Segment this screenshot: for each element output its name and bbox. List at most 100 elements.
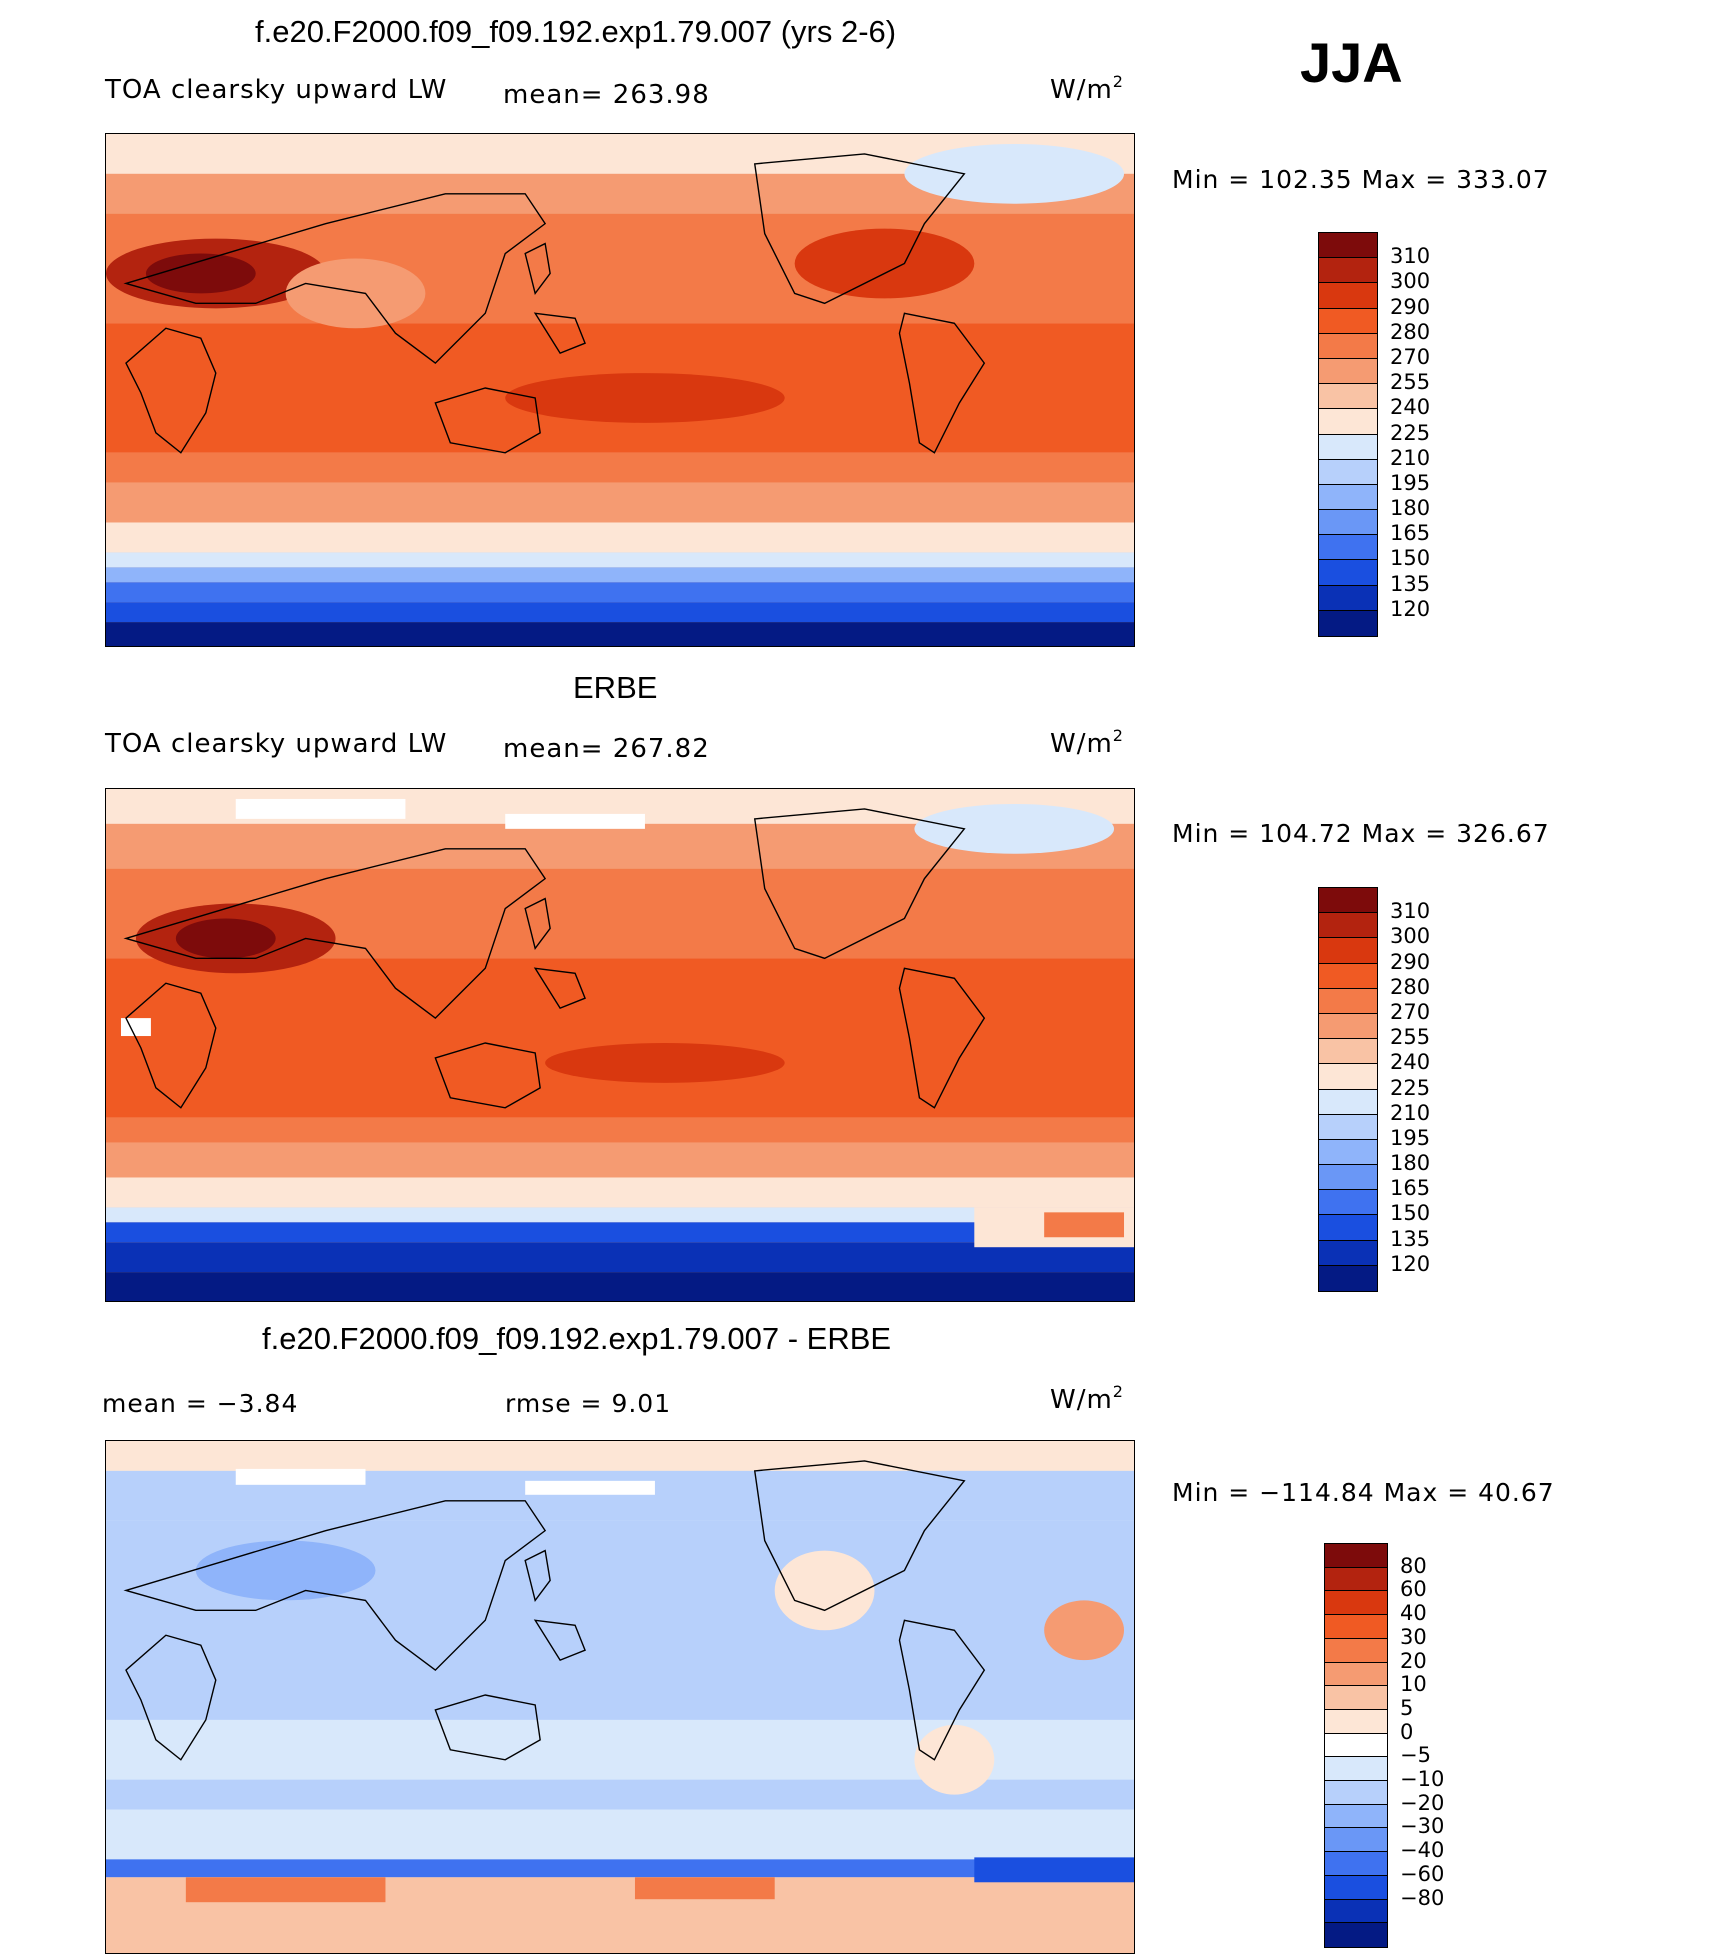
panel1-field-label: TOA clearsky upward LW bbox=[105, 75, 448, 105]
colorbar-tick-label: 120 bbox=[1390, 1251, 1431, 1276]
colorbar-tick-label: 60 bbox=[1400, 1577, 1427, 1602]
colorbar-tick-label: 255 bbox=[1390, 370, 1431, 395]
colorbar-tick-label: 195 bbox=[1390, 470, 1431, 495]
colorbar-segment bbox=[1325, 1544, 1387, 1568]
colorbar-tick-label: 225 bbox=[1390, 420, 1431, 445]
colorbar-tick-label: −40 bbox=[1400, 1838, 1445, 1863]
colorbar-tick-label: 210 bbox=[1390, 1100, 1431, 1125]
colorbar-tick-label: 290 bbox=[1390, 294, 1431, 319]
season-label: JJA bbox=[1300, 31, 1403, 94]
colorbar-tick-label: 300 bbox=[1390, 269, 1431, 294]
panel2-colorbar bbox=[1318, 887, 1378, 1292]
colorbar-tick-label: 240 bbox=[1390, 1050, 1431, 1075]
colorbar-tick-label: −30 bbox=[1400, 1814, 1445, 1839]
panel1-map bbox=[105, 133, 1135, 647]
colorbar-segment bbox=[1319, 1215, 1377, 1241]
colorbar-segment bbox=[1319, 1165, 1377, 1191]
colorbar-tick-label: 40 bbox=[1400, 1601, 1427, 1626]
colorbar-segment bbox=[1325, 1781, 1387, 1805]
panel2-map-canvas bbox=[106, 789, 1134, 1301]
colorbar-tick-label: 20 bbox=[1400, 1648, 1427, 1673]
colorbar-segment bbox=[1325, 1638, 1387, 1663]
colorbar-segment bbox=[1319, 913, 1377, 939]
colorbar-segment bbox=[1319, 988, 1377, 1014]
panel3-minmax: Min = −114.84 Max = 40.67 bbox=[1172, 1478, 1555, 1507]
panel3-map bbox=[105, 1440, 1135, 1954]
colorbar-segment bbox=[1319, 938, 1377, 964]
colorbar-segment bbox=[1325, 1804, 1387, 1829]
colorbar-tick-label: 255 bbox=[1390, 1025, 1431, 1050]
colorbar-segment bbox=[1325, 1828, 1387, 1853]
colorbar-tick-label: 310 bbox=[1390, 244, 1431, 269]
colorbar-segment bbox=[1319, 409, 1377, 435]
panel3-colorbar bbox=[1324, 1543, 1388, 1948]
colorbar-segment bbox=[1319, 233, 1377, 259]
colorbar-segment bbox=[1325, 1709, 1387, 1734]
colorbar-tick-label: −5 bbox=[1400, 1743, 1431, 1768]
panel2-minmax: Min = 104.72 Max = 326.67 bbox=[1172, 819, 1550, 848]
colorbar-segment bbox=[1319, 1265, 1377, 1291]
colorbar-tick-label: 165 bbox=[1390, 521, 1431, 546]
colorbar-tick-label: −60 bbox=[1400, 1861, 1445, 1886]
colorbar-segment bbox=[1319, 1064, 1377, 1090]
panel1-mean: mean= 263.98 bbox=[503, 80, 710, 110]
colorbar-segment bbox=[1325, 1852, 1387, 1876]
colorbar-tick-label: 150 bbox=[1390, 546, 1431, 571]
colorbar-segment bbox=[1319, 434, 1377, 460]
colorbar-segment bbox=[1325, 1591, 1387, 1616]
colorbar-tick-label: 310 bbox=[1390, 899, 1431, 924]
colorbar-tick-label: 135 bbox=[1390, 571, 1431, 596]
colorbar-segment bbox=[1319, 510, 1377, 536]
colorbar-segment bbox=[1319, 1240, 1377, 1266]
colorbar-segment bbox=[1319, 963, 1377, 989]
colorbar-tick-label: 30 bbox=[1400, 1624, 1427, 1649]
panel1-title: f.e20.F2000.f09_f09.192.exp1.79.007 (yrs… bbox=[255, 14, 897, 49]
colorbar-segment bbox=[1319, 1190, 1377, 1216]
panel1-map-canvas bbox=[106, 134, 1134, 646]
colorbar-segment bbox=[1319, 1139, 1377, 1166]
colorbar-segment bbox=[1319, 459, 1377, 485]
colorbar-segment bbox=[1319, 308, 1377, 334]
panel2-map bbox=[105, 788, 1135, 1302]
colorbar-segment bbox=[1325, 1686, 1387, 1710]
colorbar-tick-label: 225 bbox=[1390, 1075, 1431, 1100]
colorbar-tick-label: 80 bbox=[1400, 1553, 1427, 1578]
colorbar-tick-label: 0 bbox=[1400, 1719, 1414, 1744]
colorbar-segment bbox=[1319, 535, 1377, 561]
colorbar-segment bbox=[1319, 358, 1377, 385]
panel1-colorbar bbox=[1318, 232, 1378, 637]
colorbar-segment bbox=[1319, 384, 1377, 410]
panel2-mean: mean= 267.82 bbox=[503, 734, 710, 764]
colorbar-tick-label: 5 bbox=[1400, 1695, 1414, 1720]
colorbar-tick-label: 210 bbox=[1390, 445, 1431, 470]
colorbar-segment bbox=[1325, 1567, 1387, 1592]
colorbar-tick-label: 120 bbox=[1390, 596, 1431, 621]
colorbar-segment bbox=[1325, 1899, 1387, 1924]
colorbar-segment bbox=[1319, 484, 1377, 511]
panel2-title: ERBE bbox=[573, 670, 658, 705]
colorbar-tick-label: 150 bbox=[1390, 1201, 1431, 1226]
panel2-field-label: TOA clearsky upward LW bbox=[105, 729, 448, 759]
colorbar-segment bbox=[1325, 1733, 1387, 1758]
colorbar-tick-label: 270 bbox=[1390, 999, 1431, 1024]
colorbar-segment bbox=[1325, 1923, 1387, 1947]
panel3-rmse: rmse = 9.01 bbox=[505, 1389, 672, 1418]
panel1-minmax: Min = 102.35 Max = 333.07 bbox=[1172, 165, 1550, 194]
colorbar-tick-label: 180 bbox=[1390, 496, 1431, 521]
colorbar-segment bbox=[1325, 1875, 1387, 1900]
colorbar-segment bbox=[1319, 888, 1377, 914]
colorbar-tick-label: 270 bbox=[1390, 344, 1431, 369]
colorbar-tick-label: −20 bbox=[1400, 1790, 1445, 1815]
colorbar-segment bbox=[1319, 585, 1377, 611]
colorbar-segment bbox=[1319, 1039, 1377, 1065]
panel3-map-canvas bbox=[106, 1441, 1134, 1953]
panel3-mean: mean = −3.84 bbox=[102, 1389, 299, 1418]
colorbar-segment bbox=[1319, 283, 1377, 309]
colorbar-segment bbox=[1325, 1757, 1387, 1782]
colorbar-tick-label: 180 bbox=[1390, 1151, 1431, 1176]
colorbar-segment bbox=[1319, 1013, 1377, 1040]
colorbar-tick-label: 135 bbox=[1390, 1226, 1431, 1251]
colorbar-tick-label: 280 bbox=[1390, 319, 1431, 344]
colorbar-tick-label: 195 bbox=[1390, 1125, 1431, 1150]
colorbar-tick-label: 290 bbox=[1390, 949, 1431, 974]
